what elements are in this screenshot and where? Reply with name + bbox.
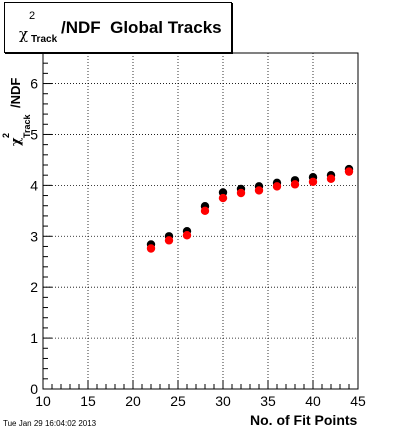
title-subscript: Track bbox=[31, 34, 58, 45]
red-series-point bbox=[146, 244, 156, 253]
red-series-point bbox=[182, 231, 192, 240]
y-tick-label: 5 bbox=[30, 126, 38, 142]
y-axis-title-suffix: /NDF bbox=[8, 78, 23, 108]
y-tick-label: 1 bbox=[30, 330, 38, 346]
y-axis-title-superscript: 2 bbox=[1, 133, 11, 138]
x-tick-label: 20 bbox=[125, 393, 141, 409]
data-points bbox=[146, 164, 354, 253]
x-tick-label: 45 bbox=[350, 393, 366, 409]
red-series-point bbox=[308, 177, 318, 186]
y-axis-title: χ 2 Track /NDF bbox=[1, 78, 32, 146]
red-series-point bbox=[200, 206, 210, 216]
y-tick-label: 4 bbox=[30, 177, 38, 193]
chart-title-box: χ 2 Track /NDF Global Tracks bbox=[4, 2, 232, 53]
title-superscript: 2 bbox=[29, 10, 36, 22]
red-series-point bbox=[236, 188, 246, 198]
x-tick-label: 25 bbox=[170, 393, 186, 409]
y-tick-label: 3 bbox=[30, 228, 38, 244]
y-axis-title-subscript: Track bbox=[22, 113, 32, 138]
plot-frame bbox=[42, 52, 359, 390]
title-chi-symbol: χ bbox=[19, 25, 29, 43]
y-axis-title-symbol: χ bbox=[9, 137, 24, 146]
chart-title: /NDF Global Tracks bbox=[61, 18, 222, 37]
red-series-point bbox=[290, 180, 300, 189]
x-tick-label: 30 bbox=[215, 393, 231, 409]
red-series-point bbox=[254, 186, 264, 195]
date-stamp: Tue Jan 29 16:04:02 2013 bbox=[3, 419, 97, 428]
y-tick-label: 6 bbox=[30, 76, 38, 92]
red-series-point bbox=[218, 193, 228, 203]
x-axis-title: No. of Fit Points bbox=[250, 412, 358, 428]
red-series-point bbox=[272, 182, 282, 191]
x-tick-label: 40 bbox=[305, 393, 321, 409]
y-tick-label: 0 bbox=[30, 381, 38, 397]
red-series-point bbox=[326, 174, 336, 183]
red-series-point bbox=[344, 167, 354, 176]
x-tick-label: 15 bbox=[80, 393, 96, 409]
x-tick-label: 10 bbox=[35, 393, 51, 409]
y-tick-label: 2 bbox=[30, 279, 38, 295]
x-tick-label: 35 bbox=[260, 393, 276, 409]
red-series-point bbox=[164, 236, 174, 245]
grid-lines bbox=[43, 53, 358, 389]
